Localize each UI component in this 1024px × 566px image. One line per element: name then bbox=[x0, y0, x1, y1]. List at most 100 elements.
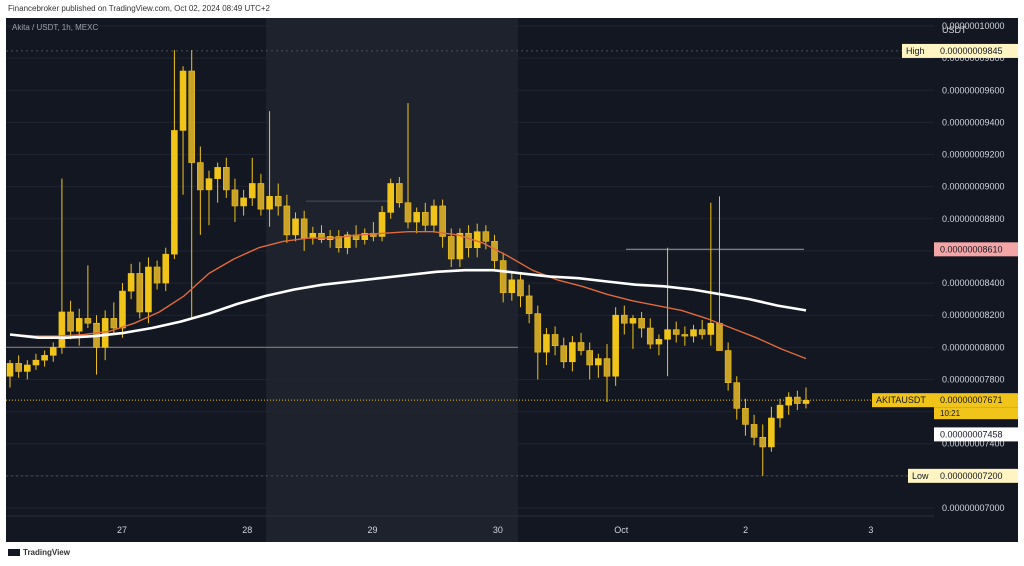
price-axis[interactable]: USDT 0.00000010000 0.00000009800 0.0000000… bbox=[934, 18, 1018, 542]
candle-body bbox=[6, 363, 14, 377]
candle-body bbox=[551, 334, 559, 347]
candle-body bbox=[15, 363, 22, 372]
candle-body bbox=[681, 334, 689, 337]
y-tick-label: 0.00000008000 bbox=[942, 342, 1005, 352]
candle-body bbox=[439, 205, 446, 237]
candle-body bbox=[32, 359, 40, 366]
price-timer-bg bbox=[934, 407, 1018, 420]
candle-body bbox=[543, 334, 550, 353]
footer-bar: TradingView bbox=[0, 542, 1024, 566]
price-tag bbox=[934, 393, 1018, 408]
candle-body bbox=[197, 162, 204, 191]
candle-body bbox=[586, 350, 593, 366]
candle-body bbox=[127, 273, 135, 292]
y-tick-label: 0.00000009400 bbox=[942, 117, 1005, 127]
candle-body bbox=[707, 322, 715, 335]
candle-body bbox=[171, 130, 178, 255]
candle-body bbox=[378, 212, 386, 237]
candle-body bbox=[716, 322, 723, 351]
y-tick-label: 0.00000008800 bbox=[942, 214, 1005, 224]
candle-body bbox=[84, 318, 92, 324]
candle-body bbox=[655, 338, 663, 345]
candle-body bbox=[387, 183, 394, 213]
candle-body bbox=[422, 212, 429, 226]
candlestick-chart[interactable]: 27 28 29 30 Oct 2 3 Akita / USDT, 1h, MEXC Hig… bbox=[6, 18, 934, 542]
price-tag-label: AKITAUSDT bbox=[876, 395, 926, 405]
candle-body bbox=[698, 329, 706, 335]
y-tick-label: 0.00000009200 bbox=[942, 150, 1005, 160]
candle-body bbox=[67, 311, 74, 332]
price-tag bbox=[934, 242, 1018, 257]
x-tick-label: Oct bbox=[614, 525, 629, 535]
brand-label: TradingView bbox=[23, 548, 70, 557]
levels bbox=[6, 50, 934, 477]
candle-body bbox=[396, 183, 403, 204]
publisher-text: Financebroker published on TradingView.c… bbox=[8, 4, 271, 13]
ma-fast-line bbox=[9, 230, 807, 360]
ma-slow-line bbox=[9, 268, 807, 340]
candle-body bbox=[248, 183, 256, 199]
candle-body bbox=[153, 266, 161, 284]
chart-area[interactable]: 27 28 29 30 Oct 2 3 Akita / USDT, 1h, MEXC Hig… bbox=[6, 18, 934, 542]
candle-body bbox=[569, 342, 576, 363]
x-tick-label: 30 bbox=[493, 525, 503, 535]
session-highlight bbox=[266, 18, 518, 542]
candle-body bbox=[456, 232, 464, 260]
candle-body bbox=[768, 417, 775, 448]
price-tag-value: 0.00000007671 bbox=[940, 395, 1003, 405]
candle-body bbox=[664, 329, 671, 340]
candle-body bbox=[646, 327, 654, 345]
candle-body bbox=[41, 355, 48, 361]
candle-body bbox=[119, 290, 126, 329]
candle-body bbox=[58, 311, 66, 348]
candle-body bbox=[179, 70, 187, 131]
candle-body bbox=[274, 196, 282, 207]
price-tag-value: 0.00000007200 bbox=[940, 471, 1003, 481]
candle-body bbox=[214, 167, 221, 179]
tradingview-icon bbox=[8, 549, 20, 557]
price-tag-label-bg bbox=[908, 468, 934, 483]
y-tick-label: 0.00000010000 bbox=[942, 21, 1005, 31]
candle-body bbox=[335, 236, 343, 249]
moving-averages bbox=[9, 230, 807, 360]
price-timer: 10:21 bbox=[940, 409, 961, 418]
candle-body bbox=[672, 329, 680, 335]
x-tick-label: 28 bbox=[242, 525, 252, 535]
candle-body bbox=[785, 396, 792, 406]
currency-label: USDT bbox=[942, 25, 967, 35]
candle-body bbox=[361, 232, 369, 240]
price-tag-label-bg bbox=[902, 43, 934, 58]
price-tag bbox=[934, 43, 1018, 58]
candle-body bbox=[612, 314, 619, 377]
candle-body bbox=[49, 347, 57, 356]
price-tag-value: 0.00000008610 bbox=[940, 244, 1003, 254]
x-tick-label: 29 bbox=[368, 525, 378, 535]
candle-body bbox=[300, 218, 308, 239]
candle-body bbox=[595, 358, 602, 366]
y-tick-label: 0.00000008200 bbox=[942, 310, 1005, 320]
candle-body bbox=[24, 364, 31, 372]
candle-body bbox=[292, 218, 299, 236]
candle-body bbox=[499, 260, 507, 294]
candle-body bbox=[344, 234, 351, 249]
candle-body bbox=[621, 314, 628, 324]
candle-body bbox=[473, 231, 481, 249]
y-tick-label: 0.00000007400 bbox=[942, 439, 1005, 449]
candle-body bbox=[750, 424, 758, 438]
candle-body bbox=[517, 279, 524, 297]
candle-body bbox=[534, 313, 542, 353]
candle-body bbox=[223, 167, 230, 191]
candle-body bbox=[482, 231, 490, 242]
price-tag-label-bg bbox=[872, 393, 934, 408]
price-axis-svg[interactable]: USDT 0.000000100000.000000098000.0000000… bbox=[934, 18, 1018, 542]
candle-body bbox=[724, 350, 732, 383]
tradingview-logo[interactable]: TradingView bbox=[8, 548, 70, 557]
candle-body bbox=[508, 279, 516, 294]
price-tag-value: 0.00000009845 bbox=[940, 46, 1003, 56]
candle-body bbox=[525, 295, 533, 314]
candle-body bbox=[447, 236, 455, 260]
price-tag-value: 0.00000007458 bbox=[940, 429, 1003, 439]
price-tag-label: Low bbox=[912, 471, 929, 481]
candle-body bbox=[283, 205, 291, 236]
y-tick-label: 0.00000007800 bbox=[942, 374, 1005, 384]
